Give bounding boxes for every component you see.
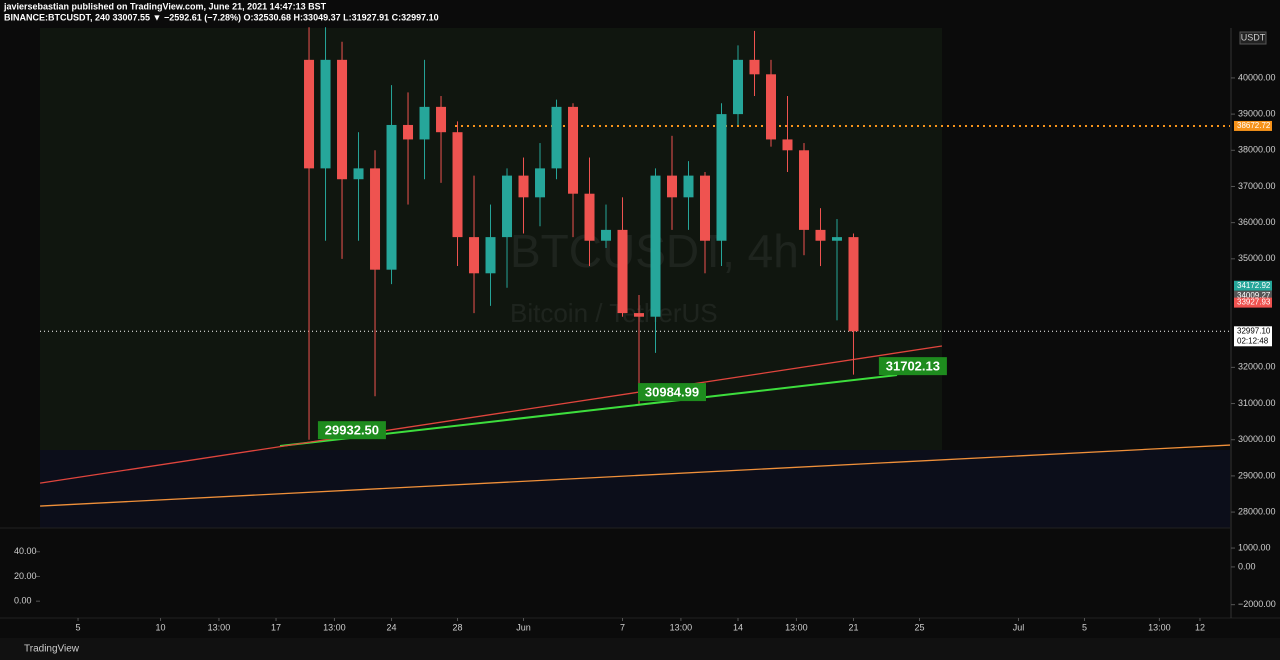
y-tick-label: 38000.00 xyxy=(1238,145,1276,155)
volume-zone xyxy=(40,450,1230,528)
candle-body xyxy=(518,175,529,198)
annotation-box xyxy=(878,357,947,376)
osc-left-label: 20.00 xyxy=(14,571,37,581)
candle-body xyxy=(815,229,826,241)
publisher: javiersebastian published on TradingView… xyxy=(3,1,327,11)
y-tick-label: 28000.00 xyxy=(1238,506,1276,516)
candle-body xyxy=(419,106,430,140)
candle-body xyxy=(551,106,562,169)
x-tick-label: 14 xyxy=(733,622,743,632)
x-tick-label: 25 xyxy=(914,622,924,632)
x-tick-label: 28 xyxy=(453,622,463,632)
watermark-sub: Bitcoin / TetherUS xyxy=(510,298,718,328)
candle-body xyxy=(634,313,645,317)
x-tick-label: 24 xyxy=(387,622,397,632)
x-tick-label: 13:00 xyxy=(1148,622,1171,632)
candle-body xyxy=(353,168,364,180)
candle-body xyxy=(617,229,628,314)
price-badge-label: 34172.92 xyxy=(1237,281,1271,290)
price-badge-label: 38672.72 xyxy=(1237,121,1271,130)
x-tick-label: 5 xyxy=(1082,622,1087,632)
y-tick-label: 40000.00 xyxy=(1238,72,1276,82)
osc-right-label: −2000.00 xyxy=(1238,599,1276,609)
y-tick-label: 37000.00 xyxy=(1238,181,1276,191)
candle-body xyxy=(584,193,595,241)
price-badge-label: 34009.27 xyxy=(1237,291,1271,300)
candle-body xyxy=(667,175,678,198)
footer-bar xyxy=(0,638,1280,660)
osc-right-label: 1000.00 xyxy=(1238,542,1271,552)
x-tick-label: 21 xyxy=(848,622,858,632)
annotation-label: 30984.99 xyxy=(645,385,699,400)
candle-body xyxy=(848,237,859,332)
candle-body xyxy=(716,114,727,241)
candle-body xyxy=(683,175,694,198)
y-tick-label: 31000.00 xyxy=(1238,398,1276,408)
candle-body xyxy=(469,237,480,274)
x-tick-label: Jun xyxy=(516,622,531,632)
plot: 28000.00 29000.00 30000.00 31000.00 32000.00… xyxy=(14,27,1276,632)
price-badge xyxy=(1234,297,1272,308)
x-tick-label: 13:00 xyxy=(208,622,231,632)
candle-body xyxy=(386,124,397,270)
osc-right-label: 0.00 xyxy=(1238,561,1256,571)
annotation-box xyxy=(638,383,707,402)
last-price-badge xyxy=(1234,326,1272,347)
y-tick-label: 30000.00 xyxy=(1238,434,1276,444)
candle-body xyxy=(568,106,579,194)
y-tick-label: 36000.00 xyxy=(1238,217,1276,227)
annotation-box xyxy=(317,421,386,440)
price-badge xyxy=(1234,290,1272,301)
price-badge-label: 33927.93 xyxy=(1237,298,1271,307)
candle-body xyxy=(304,59,315,169)
last-price-label: 32997.10 xyxy=(1237,326,1271,335)
candle-body xyxy=(749,59,760,75)
candle-body xyxy=(337,59,348,180)
candle-body xyxy=(535,168,546,198)
osc-left-label: 0.00 xyxy=(14,596,32,606)
y-tick-label: 35000.00 xyxy=(1238,253,1276,263)
y-tick-label: 29000.00 xyxy=(1238,470,1276,480)
candle-body xyxy=(403,124,414,140)
x-tick-label: 7 xyxy=(620,622,625,632)
x-tick-label: 13:00 xyxy=(785,622,808,632)
candle-body xyxy=(601,229,612,241)
osc-left-label: 40.00 xyxy=(14,546,37,556)
price-badge xyxy=(1234,120,1272,131)
x-tick-label: 5 xyxy=(76,622,81,632)
x-tick-label: 13:00 xyxy=(323,622,346,632)
candle-body xyxy=(831,237,842,241)
candle-body xyxy=(452,132,463,238)
annotation-label: 31702.13 xyxy=(886,359,940,374)
x-tick-label: 13:00 xyxy=(670,622,693,632)
x-tick-label: 10 xyxy=(156,622,166,632)
footer-brand: TradingView xyxy=(24,644,80,655)
candle-body xyxy=(320,59,331,169)
x-tick-label: 12 xyxy=(1195,622,1205,632)
price-badge xyxy=(1234,280,1272,291)
candle-body xyxy=(765,74,776,140)
unit: USDT xyxy=(1241,32,1266,42)
candle-body xyxy=(650,175,661,317)
y-tick-label: 32000.00 xyxy=(1238,362,1276,372)
trend-line xyxy=(39,345,943,484)
candle-body xyxy=(733,59,743,115)
candle-body xyxy=(502,175,513,238)
candle-body xyxy=(798,150,809,230)
candle-body xyxy=(782,139,793,151)
candle-body xyxy=(700,175,711,241)
trend-line xyxy=(40,444,1231,507)
candle-body xyxy=(436,106,447,133)
x-tick-label: 17 xyxy=(271,622,281,632)
candle-body xyxy=(485,237,496,274)
y-tick-label: 39000.00 xyxy=(1238,108,1276,118)
candle-body xyxy=(370,168,381,270)
countdown: 02:12:48 xyxy=(1237,336,1269,345)
annotation-label: 29932.50 xyxy=(325,423,379,438)
symbol-info: BINANCE:BTCUSDT, 240 33007.55 ▼ −2592.61… xyxy=(4,12,439,22)
unit-box xyxy=(1239,31,1267,45)
x-tick-label: Jul xyxy=(1013,622,1025,632)
